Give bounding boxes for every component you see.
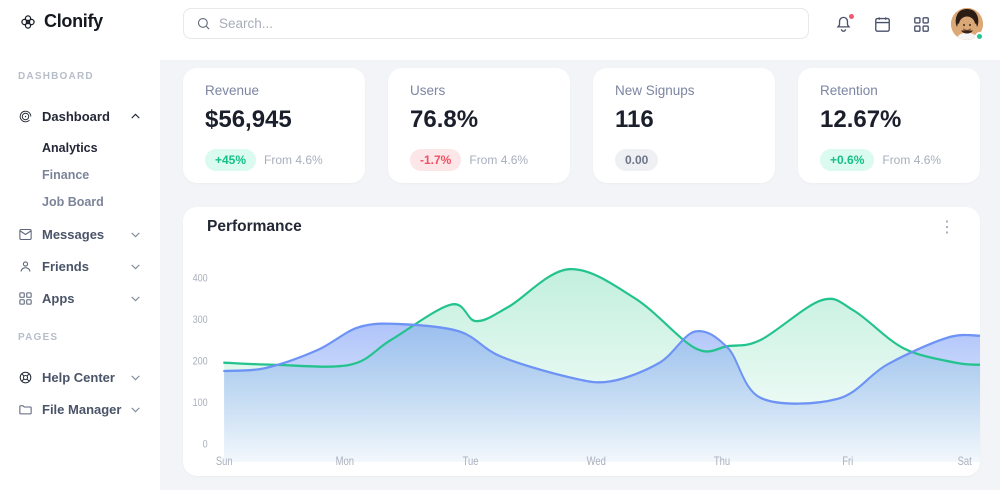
svg-text:400: 400 <box>193 273 208 285</box>
svg-text:0: 0 <box>203 439 208 451</box>
svg-text:Wed: Wed <box>587 455 606 468</box>
svg-text:100: 100 <box>193 397 208 409</box>
svg-text:Sun: Sun <box>216 455 233 468</box>
svg-text:300: 300 <box>193 314 208 326</box>
svg-text:Fri: Fri <box>842 455 853 468</box>
svg-text:Mon: Mon <box>336 455 355 468</box>
svg-text:Thu: Thu <box>714 455 730 468</box>
svg-text:Sat: Sat <box>958 455 972 468</box>
svg-text:200: 200 <box>193 356 208 368</box>
svg-text:Tue: Tue <box>463 455 479 468</box>
